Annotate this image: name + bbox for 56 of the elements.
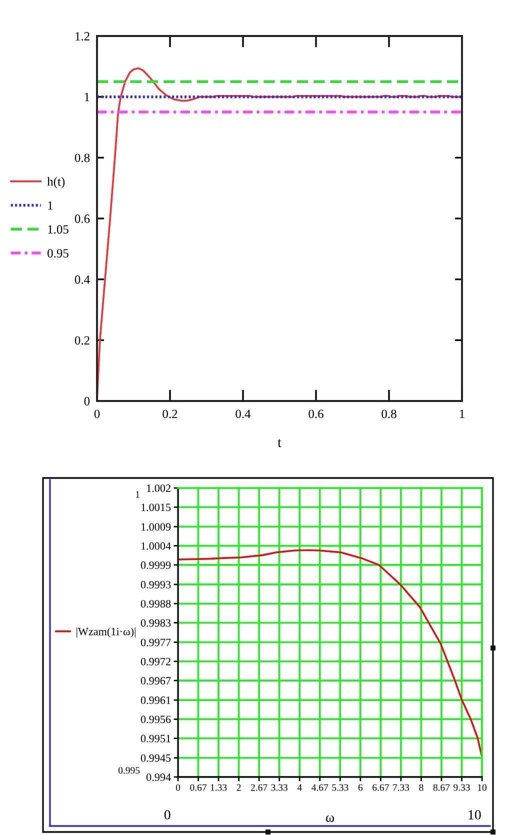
x-tick-label: 9.33 bbox=[454, 784, 470, 791]
y-tick-label: 1.0004 bbox=[141, 542, 171, 550]
y-tick-label: 0.994 bbox=[146, 773, 171, 782]
legend-label: |Wzam(1i·ω)| bbox=[76, 627, 136, 638]
x-tick-label: 0 bbox=[94, 410, 100, 418]
y-tick-label: 0.9967 bbox=[140, 677, 171, 685]
legend-label: 1 bbox=[48, 201, 53, 210]
y-tick-label: 0 bbox=[84, 397, 90, 406]
x-tick-label: 6.67 bbox=[372, 784, 389, 791]
x-tick-label: 2.67 bbox=[250, 784, 268, 791]
text: 1 bbox=[136, 491, 140, 498]
y-tick-label: 0.9972 bbox=[140, 658, 170, 666]
x-tick-label: 8.67 bbox=[433, 784, 450, 791]
legend-label: 0.95 bbox=[48, 249, 68, 258]
x-tick-label: 0.6 bbox=[308, 410, 324, 418]
y-tick-label: 0.9951 bbox=[140, 734, 170, 742]
x-tick-label: 3.33 bbox=[271, 784, 288, 791]
y-tick-label: 0.9977 bbox=[140, 638, 171, 646]
legend-label: h(t) bbox=[47, 177, 65, 188]
x-tick-label: 4.67 bbox=[312, 784, 328, 791]
x-tick-label: 0.67 bbox=[190, 784, 206, 791]
x-tick-label: 1 bbox=[460, 410, 464, 418]
text: 0.995 bbox=[118, 767, 140, 774]
x-tick-label: 0.2 bbox=[162, 410, 178, 418]
y-tick-label: 0.8 bbox=[74, 154, 90, 162]
y-tick-label: 1.002 bbox=[147, 484, 170, 492]
x-tick-label: 5.33 bbox=[332, 784, 348, 791]
y-tick-label: 1.2 bbox=[76, 32, 90, 41]
y-tick-label: 0.9983 bbox=[140, 619, 171, 627]
x-tick-label: 0.8 bbox=[382, 410, 396, 418]
y-tick-label: 0.4 bbox=[74, 275, 90, 284]
y-tick-label: 1 bbox=[84, 92, 90, 102]
x-tick-label: 2 bbox=[236, 784, 241, 791]
x-tick-label: 7.33 bbox=[393, 784, 410, 791]
text: 10 bbox=[468, 810, 481, 820]
x-tick-label: 10 bbox=[478, 784, 486, 791]
y-tick-label: 0.9993 bbox=[140, 580, 171, 588]
x-tick-label: 0 bbox=[176, 784, 180, 791]
x-axis-title: ω bbox=[326, 815, 334, 822]
x-tick-label: 0.4 bbox=[236, 410, 251, 418]
y-tick-label: 0.9961 bbox=[140, 696, 170, 704]
y-tick-label: 1.0009 bbox=[141, 523, 171, 531]
y-tick-label: 0.2 bbox=[74, 336, 90, 345]
x-tick-label: 4 bbox=[297, 784, 302, 791]
y-tick-label: 0.9988 bbox=[140, 600, 171, 608]
x-tick-label: 8 bbox=[419, 784, 424, 791]
x-tick-label: 1.33 bbox=[210, 784, 227, 791]
y-tick-label: 0.9999 bbox=[140, 561, 171, 569]
y-tick-label: 1.0015 bbox=[141, 504, 171, 512]
y-tick-label: 0.9956 bbox=[140, 716, 171, 724]
y-tick-label: 0.6 bbox=[74, 214, 90, 224]
y-tick-label: 0.9945 bbox=[140, 754, 171, 762]
line-series bbox=[178, 549, 482, 758]
x-tick-label: 6 bbox=[358, 784, 363, 791]
legend-label: 1.05 bbox=[48, 225, 68, 234]
x-axis-title: t bbox=[278, 439, 282, 448]
